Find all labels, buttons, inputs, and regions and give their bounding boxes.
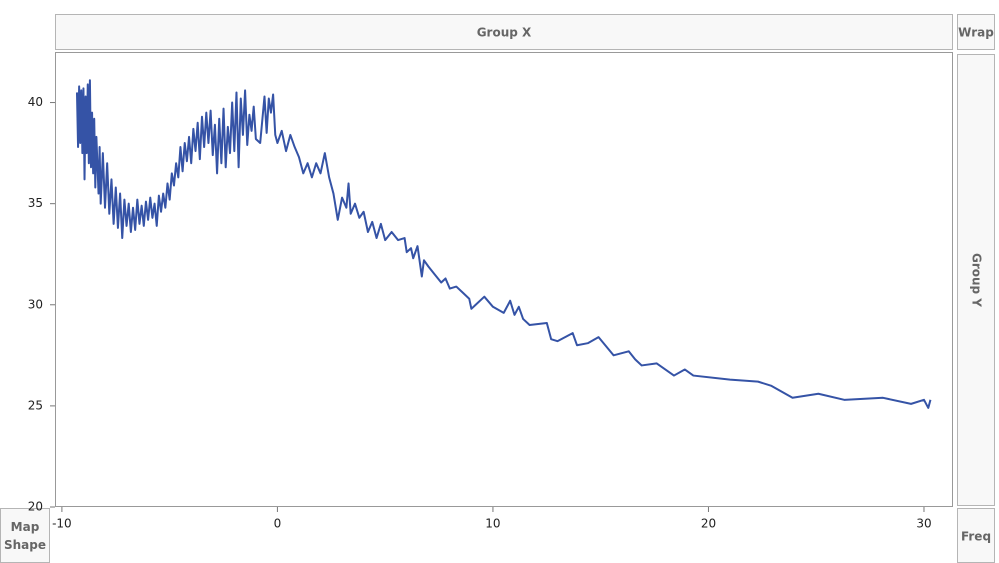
plot-frame [55,52,953,507]
map-shape-zone[interactable] [0,508,50,563]
y-tick-label: 25 [28,398,43,412]
wrap-zone[interactable] [957,14,995,50]
group-y-zone[interactable] [957,54,995,506]
group-x-zone[interactable] [55,14,953,50]
group-x-label: Group X [477,26,532,40]
y-tick-label: 35 [28,196,43,210]
group-y-label: Group Y [970,253,984,307]
x-tick-label: 10 [485,517,500,531]
x-tick-label: 20 [701,517,716,531]
wrap-label: Wrap [958,26,994,40]
x-tick-label: 30 [916,517,931,531]
y-tick-label: 40 [28,95,43,109]
y-tick-label: 20 [28,500,43,514]
y-tick-label: 30 [28,297,43,311]
freq-zone[interactable] [957,508,995,563]
x-tick-label: -10 [52,517,72,531]
x-tick-label: 0 [274,517,282,531]
data-line [75,79,932,409]
map-shape-label: Map Shape [4,520,46,552]
freq-label: Freq [961,530,991,544]
